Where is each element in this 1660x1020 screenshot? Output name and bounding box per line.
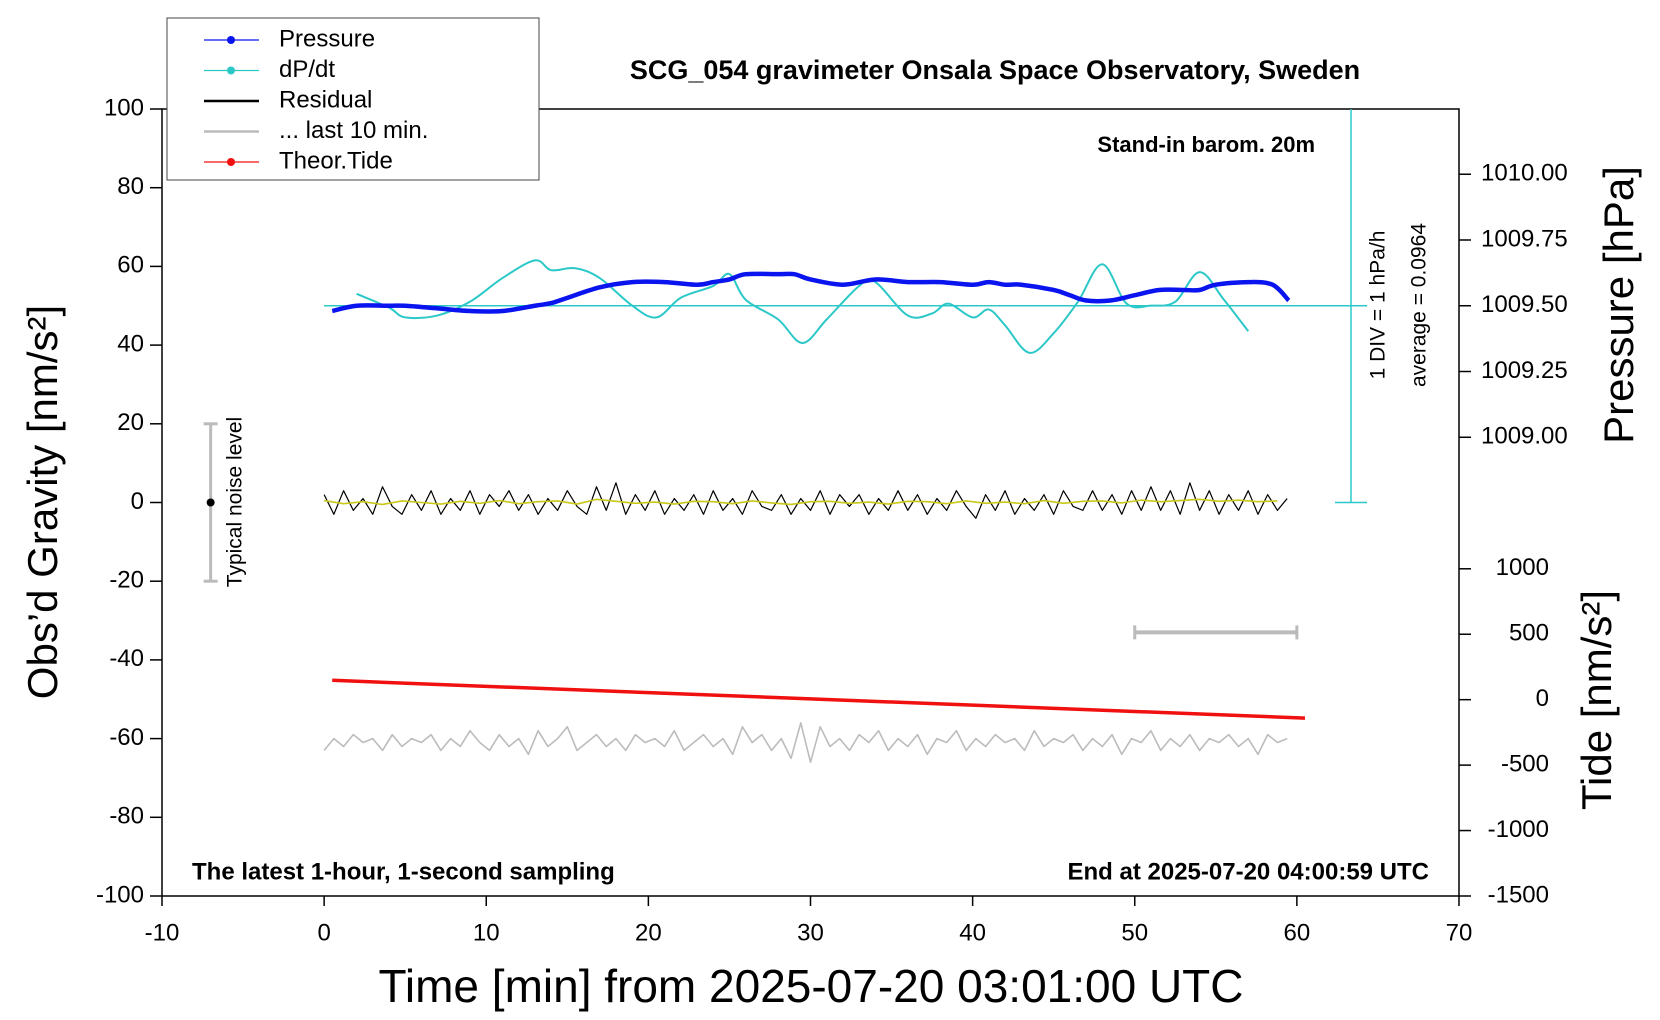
series-line [356,259,1250,354]
legend-label: Pressure [279,25,375,52]
y-tick-label: 40 [117,330,144,357]
series-line [332,678,1306,720]
series-line [323,498,1278,506]
legend-marker [227,158,235,166]
pressure-axis-label: Pressure [hPa] [1595,166,1642,444]
y-tick-label: 20 [117,409,144,436]
x-tick-label: 60 [1284,919,1311,946]
average-note: average = 0.0964 [1408,223,1431,387]
tide-tick-label: -1500 [1488,881,1549,908]
y-tick-label: -20 [109,567,144,594]
tide-axis-label: Tide [nm/s²] [1573,590,1620,810]
legend: Pressure dP/dt Residual ... last 10 min. The… [166,17,540,181]
sampling-note: The latest 1-hour, 1-second sampling [192,858,615,885]
x-tick-label: 50 [1121,919,1148,946]
tide-tick-label: 0 [1536,685,1549,712]
legend-label: Residual [279,86,372,113]
legend-label: dP/dt [279,56,335,83]
legend-marker [227,66,235,75]
y-tick-label: 100 [104,94,144,121]
series-line [331,271,1291,314]
pressure-tick-label: 1010.00 [1481,160,1568,187]
y-axis-label: Obs’d Gravity [nm/s²] [19,305,66,699]
y-tick-label: -60 [109,724,144,751]
pressure-tick-label: 1009.00 [1481,423,1568,450]
y-tick-label: 80 [117,173,144,200]
x-tick-label: 20 [635,919,662,946]
y-tick-label: -100 [96,881,144,908]
x-tick-label: 30 [797,919,824,946]
y-tick-label: 0 [131,488,144,515]
x-tick-label: 70 [1446,919,1473,946]
pressure-tick-label: 1009.25 [1481,357,1568,384]
series-line [323,722,1288,764]
y-tick-label: -40 [109,645,144,672]
tide-tick-label: 500 [1509,620,1549,647]
tide-tick-label: -1000 [1488,816,1549,843]
noise-bar-center [206,498,215,507]
x-axis-label: Time [min] from 2025-07-20 03:01:00 UTC [379,960,1244,1012]
pressure-tick-label: 1009.75 [1481,225,1568,252]
x-tick-label: 40 [959,919,986,946]
chart-title: SCG_054 gravimeter Onsala Space Observat… [630,55,1360,85]
legend-label: Theor.Tide [279,147,393,174]
x-tick-label: -10 [145,919,180,946]
x-tick-label: 10 [473,919,500,946]
y-tick-label: -80 [109,803,144,830]
tide-tick-label: 1000 [1496,554,1549,581]
y-tick-label: 60 [117,252,144,279]
div-note: 1 DIV = 1 hPa/h [1367,231,1390,380]
legend-box [166,17,540,181]
pressure-tick-label: 1009.50 [1481,291,1568,318]
tide-tick-label: -500 [1501,750,1549,777]
noise-note: Typical noise level [224,417,247,587]
end-note: End at 2025-07-20 04:00:59 UTC [1068,858,1430,885]
barometer-note: Stand-in barom. 20m [1097,132,1315,157]
legend-label: ... last 10 min. [279,117,428,144]
x-tick-label: 0 [317,919,330,946]
legend-marker [227,36,235,44]
